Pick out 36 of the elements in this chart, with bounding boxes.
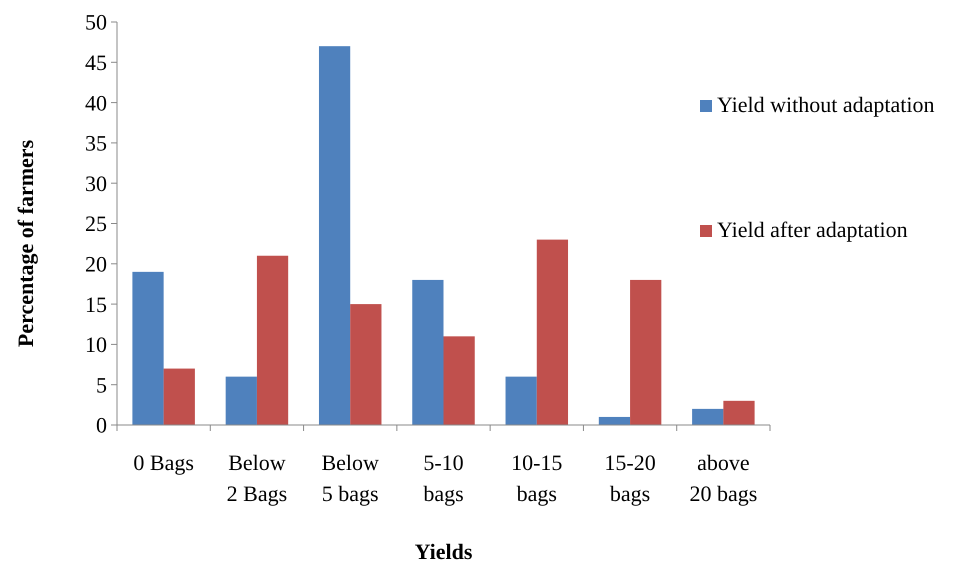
bar	[444, 336, 475, 425]
bar	[598, 416, 630, 425]
x-tick-label: Below 5 bags	[321, 450, 380, 506]
bar	[506, 376, 537, 425]
bar	[132, 272, 164, 425]
bar	[164, 368, 195, 425]
y-tick-label: 25	[85, 211, 107, 236]
y-tick-label: 30	[85, 170, 107, 196]
x-tick-label: 15-20 bags	[604, 450, 656, 506]
y-tick-label: 35	[85, 130, 107, 156]
y-tick-label: 20	[85, 252, 107, 276]
bar	[318, 46, 350, 425]
bar	[692, 408, 724, 425]
x-tick-label: Below 2 Bags	[226, 450, 288, 506]
bar	[723, 400, 755, 425]
legend-label: Yield after adaptation	[717, 217, 908, 242]
y-axis-title: Percentage of farmers	[13, 139, 38, 348]
y-tick-label: 15	[85, 292, 107, 317]
y-tick-label: 40	[85, 90, 107, 116]
bar	[536, 240, 568, 425]
bar	[226, 376, 257, 425]
y-tick-label: 45	[85, 50, 107, 75]
y-tick-label: 50	[85, 10, 107, 35]
bar	[630, 280, 662, 425]
legend-label: Yield without adaptation	[717, 92, 935, 117]
bar	[256, 256, 288, 425]
x-tick-label: 10-15 bags	[511, 450, 562, 506]
x-tick-label: 0 Bags	[133, 450, 194, 475]
y-tick-label: 0	[96, 412, 107, 438]
y-tick-label: 10	[85, 332, 107, 358]
x-tick-label: above 20 bags	[689, 450, 758, 506]
x-axis-title: Yields	[414, 539, 473, 564]
x-tick-label: 5-10 bags	[423, 450, 464, 506]
bar	[412, 280, 444, 425]
bar	[350, 304, 382, 425]
y-tick-label: 5	[96, 372, 107, 398]
